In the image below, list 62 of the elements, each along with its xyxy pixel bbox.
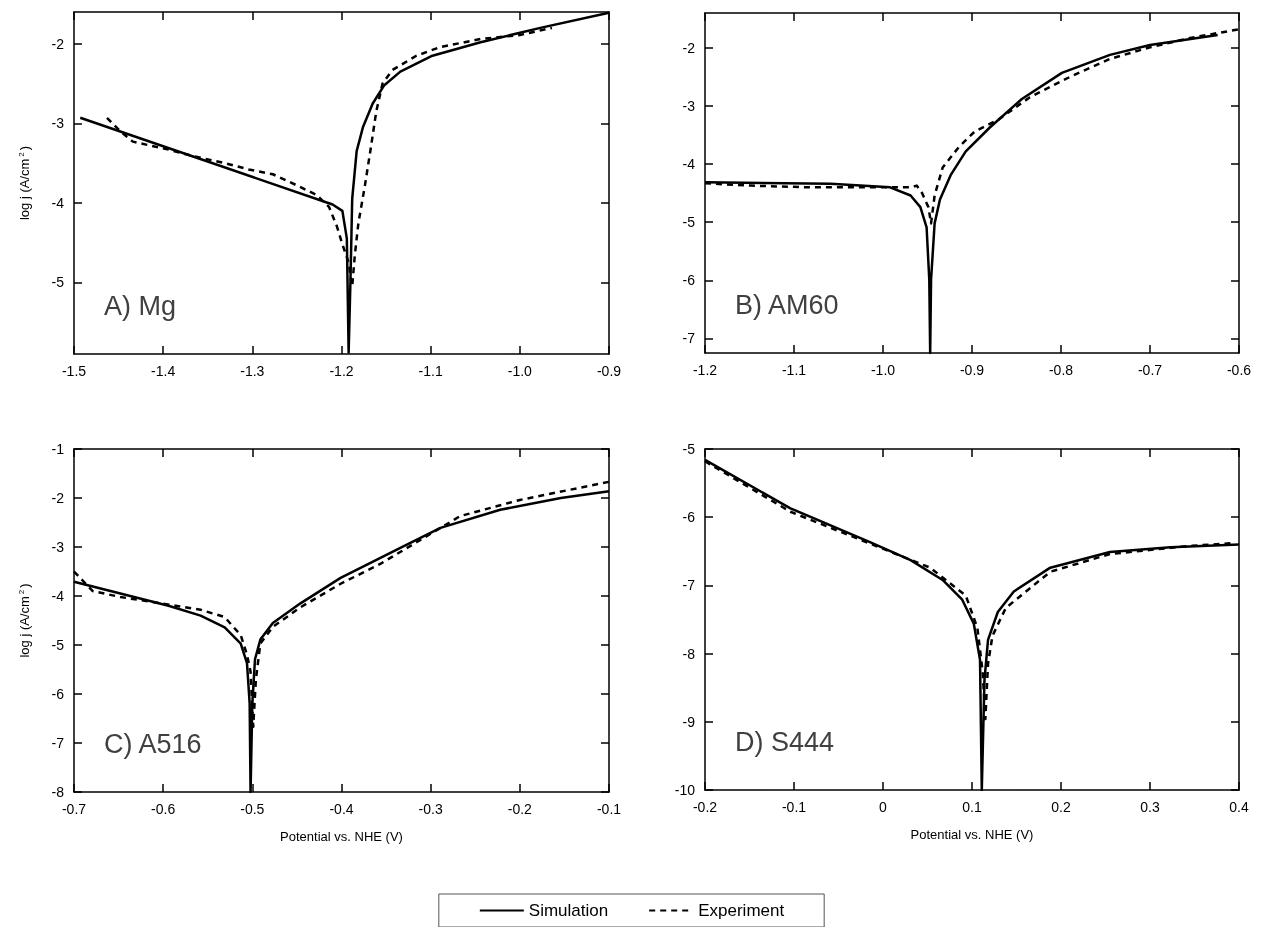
- x-tick-label: -1.2: [329, 363, 354, 379]
- x-tick-label: -0.7: [61, 801, 87, 817]
- x-tick-label: -1.0: [507, 363, 533, 379]
- x-tick-label: -1.1: [418, 363, 443, 379]
- y-tick-label: -8: [51, 784, 65, 800]
- annotation: C) A516: [104, 728, 202, 759]
- x-tick-label: -1.3: [240, 363, 265, 379]
- x-tick-label: -0.2: [692, 799, 718, 815]
- x-tick-label: -0.5: [240, 801, 265, 817]
- y-axis-title: log j (A/cm2): [16, 583, 32, 658]
- y-tick-label: -4: [51, 588, 65, 604]
- x-axis-title: Potential vs. NHE (V): [280, 829, 403, 844]
- annotation: A) Mg: [104, 290, 177, 321]
- y-tick-label: -5: [682, 441, 696, 457]
- x-tick-label: -1.4: [151, 363, 176, 379]
- x-tick-label: -0.9: [596, 363, 622, 379]
- y-tick-label: -1: [51, 441, 65, 457]
- y-tick-label: -5: [51, 274, 65, 291]
- x-tick-label: 0: [879, 799, 888, 815]
- y-tick-label: -4: [51, 194, 65, 211]
- x-tick-label: 0.1: [962, 799, 982, 815]
- x-tick-label: 0.2: [1051, 799, 1071, 815]
- x-axis-title: Potential vs. NHE (V): [910, 827, 1034, 842]
- x-tick-label: 0.3: [1140, 799, 1160, 815]
- y-tick-label: -6: [682, 272, 696, 289]
- y-tick-label: -10: [674, 782, 696, 798]
- y-tick-label: -2: [682, 39, 696, 56]
- x-tick-label: -1.0: [870, 362, 896, 378]
- x-tick-label: -1.5: [61, 363, 87, 379]
- y-tick-label: -5: [51, 637, 65, 653]
- x-tick-label: -0.7: [1137, 362, 1163, 378]
- annotation: B) AM60: [735, 289, 839, 320]
- x-tick-label: -0.6: [1226, 362, 1252, 378]
- x-tick-label: -0.1: [596, 801, 622, 817]
- y-tick-label: -2: [51, 490, 65, 506]
- x-tick-label: -0.6: [151, 801, 176, 817]
- y-tick-label: -6: [682, 509, 696, 526]
- y-tick-label: -9: [682, 713, 696, 730]
- x-tick-label: -1.1: [781, 362, 807, 378]
- y-tick-label: -7: [682, 577, 696, 594]
- y-tick-label: -7: [51, 735, 65, 751]
- y-tick-label: -3: [682, 97, 696, 114]
- y-tick-label: -5: [682, 214, 696, 231]
- y-tick-label: -7: [682, 330, 696, 347]
- x-tick-label: -0.3: [418, 801, 443, 817]
- y-tick-label: -3: [51, 115, 65, 132]
- legend-label: Simulation: [528, 901, 609, 920]
- y-tick-label: -2: [51, 35, 65, 52]
- y-tick-label: -3: [51, 539, 65, 555]
- x-tick-label: 0.4: [1229, 799, 1249, 815]
- x-tick-label: -0.1: [781, 799, 807, 815]
- x-tick-label: -0.8: [1048, 362, 1074, 378]
- legend-label: Experiment: [698, 901, 785, 920]
- x-tick-label: -0.2: [507, 801, 533, 817]
- y-axis-title: log j (A/cm2): [16, 145, 32, 221]
- x-tick-label: -0.4: [329, 801, 354, 817]
- x-tick-label: -0.9: [959, 362, 985, 378]
- y-tick-label: -6: [51, 686, 65, 702]
- y-tick-label: -8: [682, 645, 696, 662]
- x-tick-label: -1.2: [692, 362, 718, 378]
- y-tick-label: -4: [682, 156, 696, 173]
- annotation: D) S444: [735, 726, 835, 757]
